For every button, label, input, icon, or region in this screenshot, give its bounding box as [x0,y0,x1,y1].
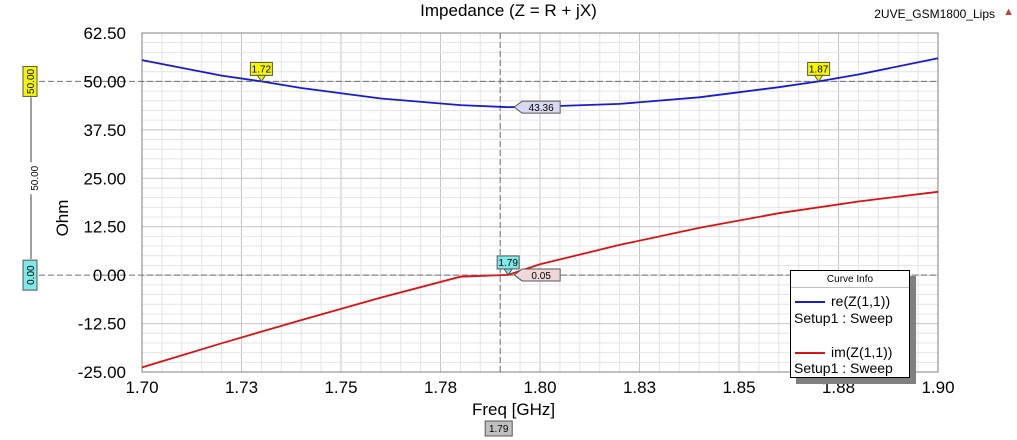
value-marker-box [513,268,561,282]
x-tick-label: 1.83 [623,378,656,397]
ref-marker-tag: 50.00 [22,65,38,97]
point-marker: 1.72 [249,61,273,83]
ref-marker-box [22,65,38,97]
y-tick-labels: 62.50 50.00 37.50 25.00 12.50 0.00 -12.50 -25.0… [78,24,126,382]
point-marker-label: 1.87 [809,64,829,75]
x-cursor-tag: 1.79 [484,420,513,437]
y-tick-label: -12.50 [78,315,126,334]
ref-marker-label: 50.00 [26,68,37,93]
ref-span-label: 50.00 [30,165,41,190]
legend-series-re-setup: Setup1 : Sweep [794,310,893,326]
point-marker-pointer [256,74,267,83]
legend-swatch-im [795,352,825,354]
plot-title: Impedance (Z = R + jX) [420,1,597,20]
y-tick-label: 12.50 [83,218,126,237]
y-tick-label: 37.50 [83,121,126,140]
x-tick-label: 1.85 [722,378,755,397]
curve-info-legend[interactable]: Curve Info re(Z(1,1)) Setup1 : Sweep im(… [790,270,910,378]
y-tick-label: 50.00 [83,72,126,91]
point-marker-label: 1.79 [498,258,518,269]
x-cursor-label: 1.79 [489,424,509,435]
legend-series-im-name: im(Z(1,1)) [831,344,893,360]
y-tick-label: -25.00 [78,363,126,382]
x-tick-label: 1.88 [822,378,855,397]
x-tick-labels: 1.70 1.73 1.75 1.78 1.80 1.83 1.85 1.88 1.90 [125,378,954,397]
x-tick-label: 1.90 [921,378,954,397]
ref-span-tag: 50.00 [28,162,41,195]
legend-series-re-name: re(Z(1,1)) [831,293,891,309]
point-marker: 1.79 [496,255,520,276]
y-tick-label: 25.00 [83,169,126,188]
ref-marker-tag: 0.00 [22,259,38,291]
point-marker-pointer [503,268,514,276]
ref-marker-box [22,259,38,291]
point-marker-label: 1.72 [252,64,272,75]
x-tick-label: 1.75 [324,378,357,397]
y-tick-label: 0.00 [93,266,126,285]
x-cursor-box [484,420,513,437]
legend-title: Curve Info [791,274,909,288]
x-tick-label: 1.80 [523,378,556,397]
ref-marker-label: 0.00 [26,265,37,285]
y-axis-label: Ohm [53,199,72,237]
value-marker-label: 0.05 [531,271,551,282]
point-marker-pointer [813,74,824,83]
x-tick-label: 1.73 [225,378,258,397]
value-marker: 0.05 [513,268,561,282]
x-tick-label: 1.70 [125,378,158,397]
legend-swatch-re [795,301,825,303]
value-marker-box [513,100,561,114]
value-marker-label: 43.36 [529,103,554,114]
legend-series-im-setup: Setup1 : Sweep [794,360,893,376]
point-marker: 1.87 [807,61,831,83]
x-axis-label: Freq [GHz] [472,400,556,419]
warning-triangle-icon[interactable]: ▲ [1003,6,1014,18]
project-name: 2UVE_GSM1800_Lips [874,7,995,21]
plot-area-frame [141,32,939,373]
x-tick-label: 1.78 [424,378,457,397]
y-tick-label: 62.50 [83,24,126,43]
markers: 50.00 0.00 50.00 1.72 1.87 1.79 43.36 0.05 1.79 [22,61,831,437]
value-marker: 43.36 [513,100,561,114]
ref-span-bg [28,162,40,195]
